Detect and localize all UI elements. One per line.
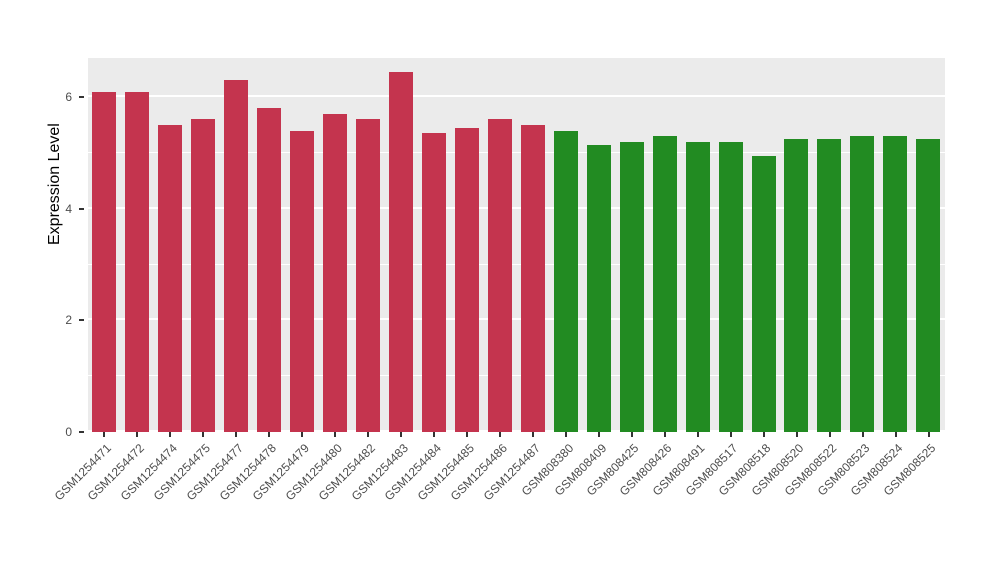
bars-container xyxy=(88,58,945,432)
x-tick-mark xyxy=(861,432,864,437)
x-tick-mark xyxy=(762,432,765,437)
x-tick-mark xyxy=(531,432,534,437)
x-tick-mark xyxy=(202,432,205,437)
y-tick-label: 4 xyxy=(65,201,72,216)
bar-GSM1254479 xyxy=(290,130,315,432)
gridline-minor xyxy=(88,263,945,265)
y-axis-ticks: 0 2 4 6 xyxy=(0,58,84,439)
x-tick-mark xyxy=(136,432,139,437)
y-tick-label: 2 xyxy=(65,313,72,328)
y-tick-mark xyxy=(79,96,84,99)
bar-GSM1254477 xyxy=(224,80,249,432)
bar-GSM1254487 xyxy=(520,125,545,432)
x-tick-mark xyxy=(301,432,304,437)
bar-GSM1254472 xyxy=(125,91,150,432)
x-tick-mark xyxy=(433,432,436,437)
x-tick-mark xyxy=(630,432,633,437)
bar-GSM808525 xyxy=(916,138,941,432)
x-tick-mark xyxy=(828,432,831,437)
bar-GSM1254478 xyxy=(257,108,282,432)
x-tick-mark xyxy=(564,432,567,437)
x-tick-mark xyxy=(334,432,337,437)
gridline-major xyxy=(88,318,945,321)
x-tick-mark xyxy=(466,432,469,437)
x-axis-labels: GSM1254471 GSM1254472 GSM1254474 GSM1254475… xyxy=(52,441,945,571)
gridline-major xyxy=(88,206,945,209)
x-tick-mark xyxy=(597,432,600,437)
x-tick-mark xyxy=(499,432,502,437)
bar-GSM808426 xyxy=(652,136,677,432)
x-tick-mark xyxy=(268,432,271,437)
y-tick-mark xyxy=(79,207,84,210)
x-tick-mark xyxy=(696,432,699,437)
x-axis-tick-marks xyxy=(88,432,945,438)
plot-panel xyxy=(88,58,945,432)
bar-GSM1254485 xyxy=(454,127,479,432)
bar-GSM808520 xyxy=(784,138,809,432)
y-tick-mark xyxy=(79,431,84,433)
y-tick-label: 0 xyxy=(65,425,72,439)
bar-GSM1254483 xyxy=(389,71,414,432)
gridline-minor xyxy=(88,375,945,377)
x-tick-mark xyxy=(400,432,403,437)
x-tick-mark xyxy=(103,432,106,437)
x-tick-mark xyxy=(367,432,370,437)
x-tick-mark xyxy=(235,432,238,437)
bar-GSM808517 xyxy=(718,141,743,432)
bar-GSM808518 xyxy=(751,155,776,432)
bar-GSM1254474 xyxy=(158,125,183,432)
gridline-major xyxy=(88,430,945,432)
x-tick-mark xyxy=(927,432,930,437)
bar-GSM808524 xyxy=(883,136,908,432)
bar-GSM808409 xyxy=(586,144,611,432)
x-tick-mark xyxy=(169,432,172,437)
bar-GSM808425 xyxy=(619,141,644,432)
gridline-minor xyxy=(88,151,945,153)
x-tick-mark xyxy=(795,432,798,437)
x-tick-mark xyxy=(663,432,666,437)
bar-GSM1254475 xyxy=(191,119,216,432)
x-tick-mark xyxy=(894,432,897,437)
x-tick-mark xyxy=(729,432,732,437)
bar-GSM808522 xyxy=(817,138,842,432)
bar-GSM808380 xyxy=(553,130,578,432)
y-tick-label: 6 xyxy=(65,90,72,105)
bar-GSM1254486 xyxy=(487,119,512,432)
bar-GSM808523 xyxy=(850,136,875,432)
bar-GSM1254480 xyxy=(323,113,348,432)
bar-GSM1254484 xyxy=(422,133,446,432)
gridline-major xyxy=(88,95,945,98)
bar-GSM1254471 xyxy=(92,91,117,432)
bar-GSM1254482 xyxy=(356,119,381,432)
y-tick-mark xyxy=(79,319,84,322)
bar-GSM808491 xyxy=(685,141,710,432)
